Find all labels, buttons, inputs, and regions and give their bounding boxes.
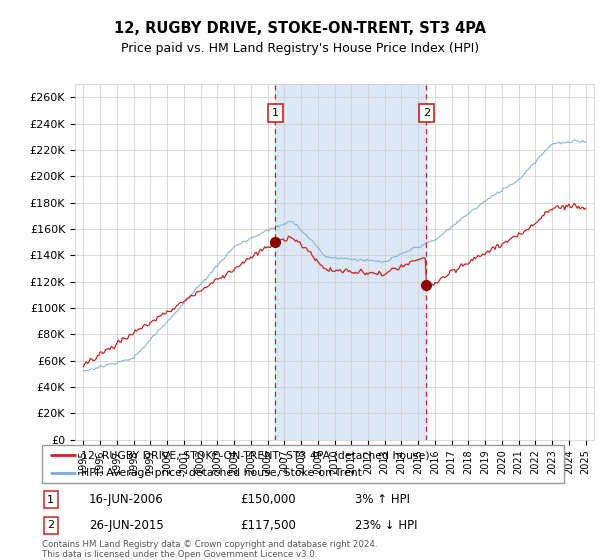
Text: 12, RUGBY DRIVE, STOKE-ON-TRENT, ST3 4PA: 12, RUGBY DRIVE, STOKE-ON-TRENT, ST3 4PA [114,21,486,36]
Text: £150,000: £150,000 [241,493,296,506]
Text: 12, RUGBY DRIVE, STOKE-ON-TRENT, ST3 4PA (detached house): 12, RUGBY DRIVE, STOKE-ON-TRENT, ST3 4PA… [81,450,430,460]
Text: HPI: Average price, detached house, Stoke-on-Trent: HPI: Average price, detached house, Stok… [81,468,362,478]
Text: Contains HM Land Registry data © Crown copyright and database right 2024.
This d: Contains HM Land Registry data © Crown c… [42,540,377,559]
Text: 3% ↑ HPI: 3% ↑ HPI [355,493,410,506]
Text: 1: 1 [272,108,279,118]
Text: 2: 2 [47,520,55,530]
Text: 16-JUN-2006: 16-JUN-2006 [89,493,164,506]
Text: 26-JUN-2015: 26-JUN-2015 [89,519,164,532]
Text: 2: 2 [422,108,430,118]
Text: £117,500: £117,500 [241,519,296,532]
Text: 23% ↓ HPI: 23% ↓ HPI [355,519,418,532]
Text: Price paid vs. HM Land Registry's House Price Index (HPI): Price paid vs. HM Land Registry's House … [121,42,479,55]
Bar [275,84,426,440]
Text: 1: 1 [47,494,54,505]
